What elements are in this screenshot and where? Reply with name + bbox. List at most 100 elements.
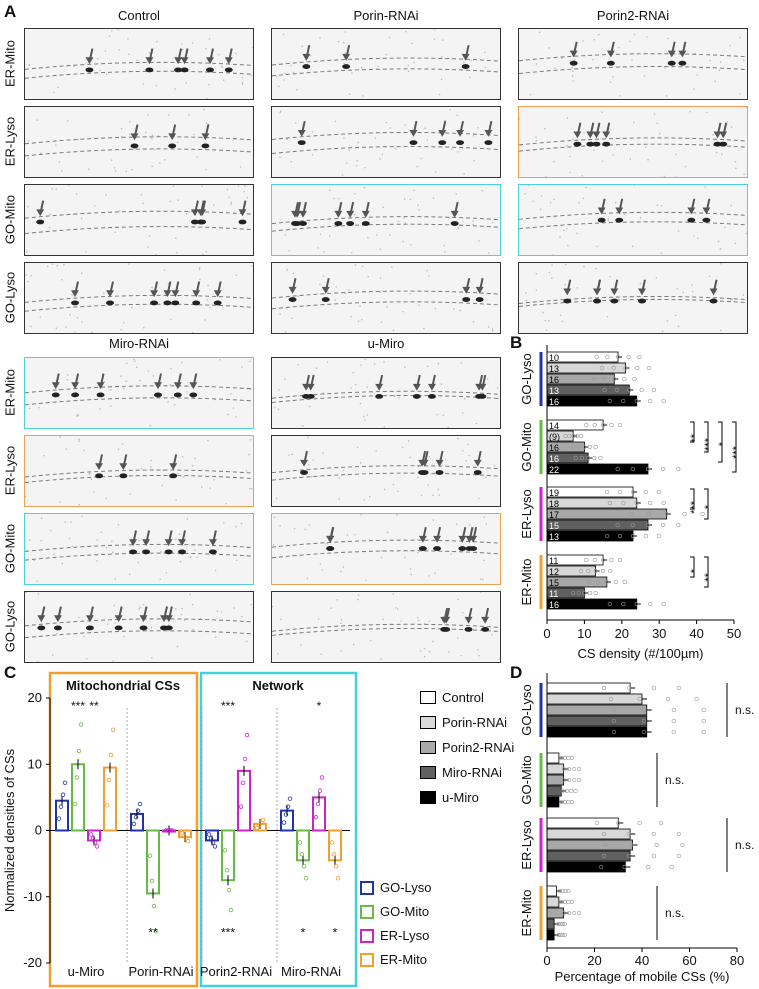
data-point (569, 788, 574, 794)
bar (546, 861, 626, 873)
x-tick-label: 0 (543, 626, 550, 641)
neurite-image (25, 592, 253, 662)
bar (546, 929, 555, 941)
legend-swatch (420, 716, 436, 729)
data-point (315, 801, 321, 807)
sig-label: *** (703, 437, 715, 451)
data-point (592, 376, 597, 382)
micrograph-tile (24, 106, 254, 178)
sig-bracket (690, 488, 695, 510)
data-point (635, 365, 640, 371)
data-point (637, 696, 642, 702)
sig-label: * (703, 504, 715, 509)
micrograph-tile (24, 435, 254, 507)
bar (146, 829, 160, 895)
y-tick-label: 0 (35, 823, 42, 838)
data-point (78, 722, 84, 727)
n-label: 11 (549, 556, 558, 566)
data-point (614, 387, 620, 393)
data-point (562, 932, 567, 938)
data-point (561, 777, 567, 783)
data-point (106, 777, 112, 783)
data-point (281, 820, 287, 825)
data-point (615, 354, 621, 360)
neurite-image (519, 185, 747, 255)
sig-label: ** (89, 699, 99, 713)
data-point (335, 875, 341, 881)
n-label: 16 (549, 397, 559, 407)
data-point (615, 522, 620, 528)
data-point (611, 707, 617, 713)
data-point (90, 836, 96, 841)
data-point (608, 568, 613, 574)
sig-label: n.s. (735, 838, 754, 852)
data-point (566, 888, 571, 894)
data-point (612, 376, 617, 382)
legend-item: Control (420, 690, 484, 705)
data-point (299, 852, 305, 857)
bar (546, 715, 648, 727)
n-label: 16 (549, 443, 559, 453)
data-point (566, 899, 571, 905)
data-point (569, 755, 575, 761)
data-point (110, 727, 116, 732)
column-title: Porin2-RNAi (596, 8, 670, 23)
data-point (607, 398, 612, 404)
sig-label: *** (71, 699, 85, 713)
micrograph-tile (271, 513, 501, 585)
data-point (573, 788, 578, 794)
data-point (578, 433, 584, 439)
data-point (656, 489, 661, 495)
data-point (661, 466, 666, 472)
legend-item: ER-Lyso (360, 928, 429, 943)
sig-label: * (317, 699, 322, 713)
y-tick-label: 20 (28, 690, 42, 705)
data-point (571, 444, 576, 450)
data-point (242, 756, 248, 762)
data-point (576, 590, 581, 596)
sig-bracket (704, 488, 709, 520)
data-point (661, 500, 666, 506)
data-point (560, 921, 565, 927)
data-point (561, 766, 567, 772)
data-point (669, 864, 674, 870)
legend-swatch (420, 691, 436, 704)
x-axis-title: Percentage of mobile CSs (%) (555, 969, 730, 984)
data-point (607, 601, 612, 607)
sig-label: ** (689, 433, 701, 442)
micrograph-tile (271, 591, 501, 663)
data-point (60, 792, 66, 797)
data-point (566, 910, 572, 916)
sig-label: * (689, 568, 701, 573)
data-point (639, 387, 644, 393)
data-point (622, 376, 627, 382)
legend-label: u-Miro (442, 790, 479, 805)
legend-item: GO-Lyso (360, 880, 432, 895)
data-point (656, 533, 661, 539)
sig-label: ** (703, 572, 715, 581)
data-point (671, 707, 676, 713)
data-point (609, 696, 614, 702)
sig-label: n.s. (735, 703, 754, 717)
data-point (646, 864, 651, 870)
data-point (592, 455, 597, 461)
sig-bracket (718, 421, 723, 463)
neurite-image (25, 358, 253, 427)
data-point (680, 842, 685, 848)
sig-bracket (704, 556, 709, 588)
bar (237, 769, 251, 832)
data-point (556, 921, 561, 927)
data-point (622, 864, 627, 870)
y-axis-title: Normalized densities of CSs (2, 748, 17, 912)
data-point (313, 815, 319, 820)
micrograph-tile (271, 28, 501, 100)
neurite-image (519, 263, 747, 333)
neurite-image (272, 592, 500, 660)
data-point (611, 365, 616, 371)
data-point (566, 755, 571, 761)
data-point (592, 557, 597, 563)
x-tick-label: 40 (635, 953, 649, 968)
micrograph-tile (518, 262, 748, 334)
data-point (94, 844, 100, 849)
section-title: Mitochondrial CSs (66, 678, 180, 693)
